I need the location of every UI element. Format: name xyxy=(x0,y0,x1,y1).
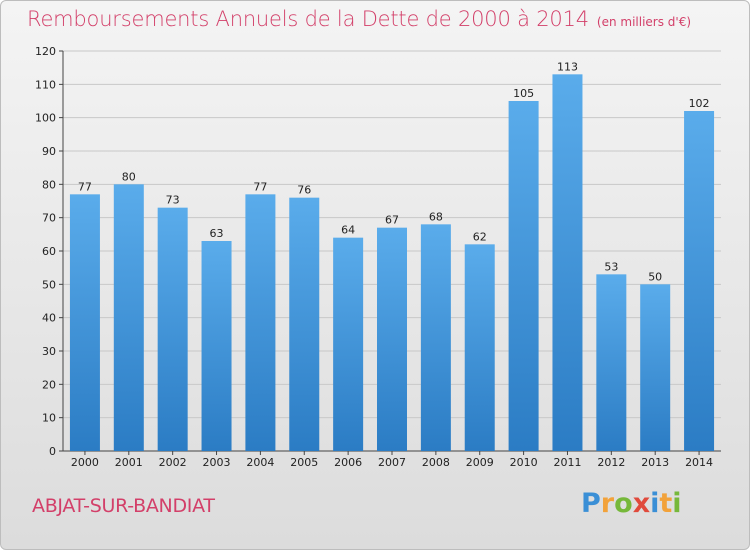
bar-value-label: 105 xyxy=(513,87,534,100)
chart-title-unit: (en milliers d'€) xyxy=(596,15,692,29)
bars xyxy=(69,74,715,452)
x-tick-label: 2012 xyxy=(597,456,625,469)
x-tick-label: 2007 xyxy=(378,456,406,469)
commune-name: ABJAT-SUR-BANDIAT xyxy=(32,495,215,517)
y-tick-label: 0 xyxy=(49,445,56,458)
x-tick-label: 2009 xyxy=(466,456,494,469)
x-tick-label: 2004 xyxy=(246,456,274,469)
bar-value-label: 102 xyxy=(689,97,710,110)
x-tick-label: 2010 xyxy=(510,456,538,469)
y-tick-label: 80 xyxy=(42,178,56,191)
chart-title: Remboursements Annuels de la Dette de 20… xyxy=(27,7,691,31)
y-tick-label: 70 xyxy=(42,212,56,225)
bar xyxy=(201,241,232,451)
y-tick-label: 120 xyxy=(35,45,56,58)
bar-value-label: 76 xyxy=(297,184,311,197)
bar-value-label: 53 xyxy=(604,260,618,273)
y-tick-label: 40 xyxy=(42,312,56,325)
x-tick-label: 2008 xyxy=(422,456,450,469)
y-tick-label: 100 xyxy=(35,112,56,125)
bar-value-label: 77 xyxy=(253,180,267,193)
bar-value-label: 62 xyxy=(473,230,487,243)
y-tick-label: 110 xyxy=(35,78,56,91)
x-tick-label: 2003 xyxy=(203,456,231,469)
bar-value-label: 67 xyxy=(385,214,399,227)
bar xyxy=(640,284,671,451)
x-tick-label: 2006 xyxy=(334,456,362,469)
bar xyxy=(157,207,188,451)
bar-value-label: 63 xyxy=(210,227,224,240)
bar xyxy=(596,274,627,451)
bar xyxy=(333,237,364,451)
bar xyxy=(377,227,407,451)
y-tick-label: 50 xyxy=(42,278,56,291)
bar xyxy=(245,194,276,452)
x-tick-label: 2002 xyxy=(159,456,187,469)
chart-title-main: Remboursements Annuels de la Dette de 20… xyxy=(27,7,589,31)
bar-value-label: 80 xyxy=(122,170,136,183)
y-tick-label: 10 xyxy=(42,412,56,425)
bar xyxy=(552,74,583,451)
bar xyxy=(420,224,451,451)
x-tick-label: 2011 xyxy=(553,456,581,469)
x-tick-label: 2013 xyxy=(641,456,669,469)
bar-value-label: 73 xyxy=(166,194,180,207)
x-tick-label: 2014 xyxy=(685,456,713,469)
bar-value-label: 113 xyxy=(557,60,578,73)
y-tick-label: 30 xyxy=(42,345,56,358)
y-tick-label: 20 xyxy=(42,378,56,391)
bar-value-label: 68 xyxy=(429,210,443,223)
bar-value-label: 64 xyxy=(341,224,355,237)
bar-value-label: 77 xyxy=(78,180,92,193)
y-tick-label: 60 xyxy=(42,245,56,258)
x-tick-label: 2001 xyxy=(115,456,143,469)
bar xyxy=(113,184,144,452)
y-tick-label: 90 xyxy=(42,145,56,158)
bar xyxy=(508,101,539,451)
bar xyxy=(684,111,715,451)
bar xyxy=(69,194,100,452)
bar-value-label: 50 xyxy=(648,270,662,283)
proxiti-logo: Proxiti xyxy=(581,488,682,519)
x-tick-label: 2005 xyxy=(290,456,318,469)
labels: 0 10 20 30 40 50 60 70 80 90 100 110 120 77 2000 80 2001… xyxy=(35,45,713,469)
bar xyxy=(464,244,495,451)
x-tick-label: 2000 xyxy=(71,456,99,469)
bar xyxy=(289,197,320,451)
